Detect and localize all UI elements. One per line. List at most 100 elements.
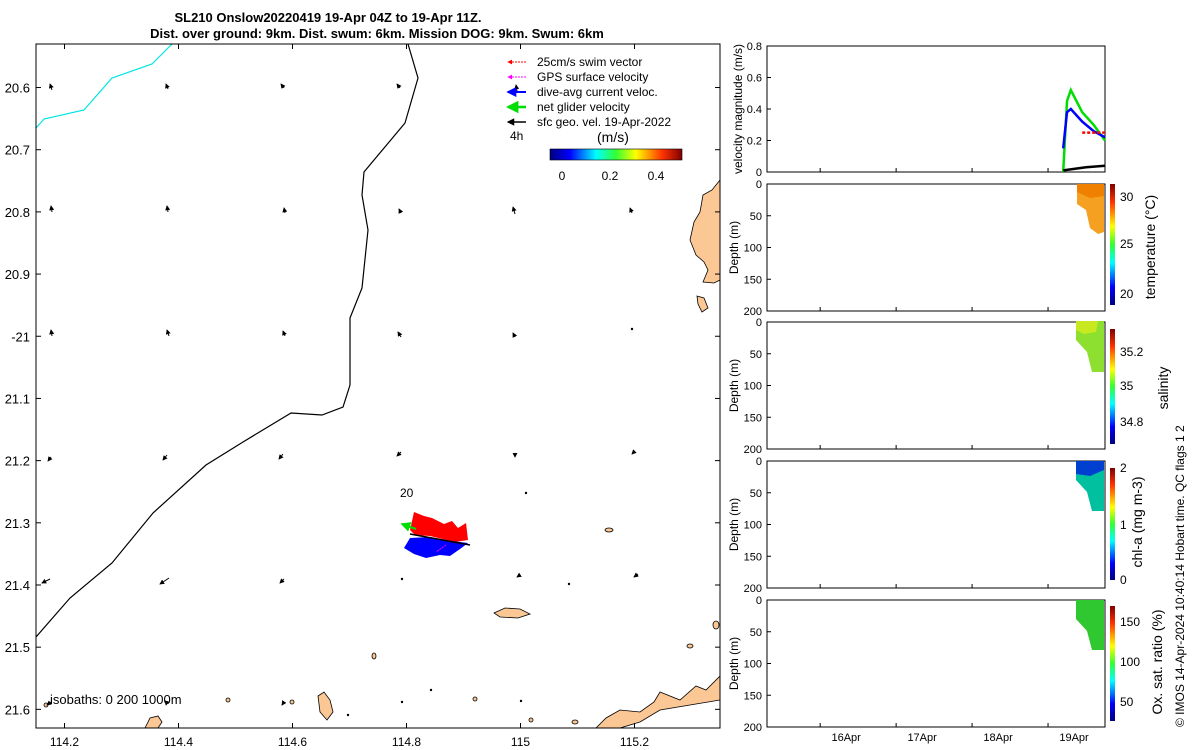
land-coast-southeast [595, 675, 720, 728]
geo-arrow [162, 454, 168, 461]
chla-colorbar [1110, 468, 1115, 580]
geo-velocity-dots [346, 327, 634, 717]
time-axis: 16Apr 17Apr 18Apr 19Apr [819, 168, 1089, 744]
isobaths-legend: isobaths: 0 200 1000m [50, 692, 182, 707]
land-islet-sw [317, 691, 334, 721]
depth-axes: 0 50 100 150 200 Depth (m) 0 50 100 150 200 Depth (… [727, 179, 771, 734]
legend-net-label: net glider velocity [537, 100, 630, 114]
map-panel: 114.2 114.4 114.6 114.8 115 115.2 20.620.720.… [5, 43, 721, 749]
oxygen-cb-tick: 100 [1120, 655, 1140, 669]
map-frame [35, 43, 721, 729]
temperature-label: temperature (°C) [1142, 195, 1158, 299]
map-x-tick-label: 115.2 [620, 735, 649, 749]
map-y-tick-label: -21 [11, 329, 30, 344]
oxygen-cb-tick: 50 [1120, 695, 1134, 709]
map-y-tick-label: 20.8 [5, 205, 30, 220]
geo-arrow [631, 449, 637, 455]
salinity-data-upper [1076, 321, 1098, 334]
salinity-cb-tick: 34.8 [1120, 415, 1144, 429]
velocity-y-tick-label: 0 [756, 167, 762, 179]
depth-tick-label: 100 [744, 659, 762, 671]
land-mainland-right [689, 179, 720, 284]
geo-arrow [164, 700, 170, 706]
oxygen-colorbar [1110, 606, 1115, 721]
temperature-frame [766, 183, 1106, 312]
geo-arrow [159, 577, 170, 585]
geo-arrow [629, 207, 634, 214]
depth-tick-label: 100 [744, 243, 762, 255]
colorbar-unit: (m/s) [597, 129, 629, 145]
temperature-cb-tick: 20 [1120, 287, 1134, 301]
geo-arrow [165, 83, 170, 90]
figure-title-line2: Dist. over ground: 9km. Dist. swum: 6km.… [150, 26, 604, 41]
temperature-panel: 30 25 20 temperature (°C) [766, 183, 1158, 312]
depth-tick-label: 150 [744, 551, 762, 563]
map-x-tick-label: 115 [511, 735, 530, 749]
map-y-tick-label: 21.5 [5, 640, 30, 655]
depth-tick-label: 50 [750, 211, 762, 223]
map-y-tick-label: 21.1 [5, 391, 30, 406]
velocity-y-tick-label: 0.6 [747, 73, 762, 85]
temperature-cb-tick: 25 [1120, 237, 1134, 251]
land-islet [696, 295, 709, 313]
map-y-tick-label: 21.4 [5, 578, 30, 593]
depth-ylabel: Depth (m) [727, 359, 741, 412]
salinity-frame [766, 321, 1106, 450]
depth-ylabel: Depth (m) [727, 637, 741, 690]
depth-tick-label: 50 [750, 488, 762, 500]
geo-velocity-arrows [41, 83, 639, 706]
swim-vector-cluster [410, 512, 468, 542]
map-x-tick-label: 114.2 [50, 735, 79, 749]
legend-time-label: 4h [510, 129, 523, 143]
map-y-tick-label: 21.2 [5, 454, 30, 469]
land-islet-left [144, 715, 163, 728]
depth-tick-label: 200 [744, 444, 762, 456]
velocity-frame [766, 45, 1106, 173]
geo-arrow [282, 207, 288, 214]
depth-tick-label: 200 [744, 306, 762, 318]
chla-data-upper [1076, 461, 1104, 476]
oxygen-cb-tick: 150 [1120, 615, 1140, 629]
colorbar-tick: 0.4 [648, 169, 665, 183]
depth-ylabel: Depth (m) [727, 221, 741, 274]
geo-arrow [396, 83, 402, 89]
depth-panels: 30 25 20 temperature (°C) 35.2 35 34.8 s… [766, 183, 1171, 728]
salinity-data [1076, 321, 1104, 372]
geo-arrow [281, 700, 287, 706]
legend-swim-label: 25cm/s swim vector [537, 55, 642, 69]
depth-tick-label: 0 [756, 456, 762, 468]
salinity-cb-tick: 35 [1120, 379, 1134, 393]
time-tick-label: 17Apr [907, 732, 937, 744]
map-y-tick-label: 20.6 [5, 81, 30, 96]
depth-tick-label: 150 [744, 412, 762, 424]
salinity-colorbar [1110, 329, 1115, 444]
velocity-series-line [1063, 164, 1106, 172]
map-x-tick-label: 114.6 [278, 735, 307, 749]
colorbar-tick: 0.2 [602, 169, 619, 183]
geo-arrow [633, 572, 639, 578]
isobath-depth-label: 20 [400, 486, 414, 500]
oxygen-label: Ox. sat. ratio (%) [1149, 609, 1165, 714]
map-x-axis: 114.2 114.4 114.6 114.8 115 115.2 [50, 44, 649, 749]
depth-tick-label: 200 [744, 722, 762, 734]
geo-arrow [46, 700, 52, 706]
colorbar-tick: 0 [559, 169, 566, 183]
geo-arrow [165, 205, 171, 213]
temperature-cb-tick: 30 [1120, 190, 1134, 204]
coastline-cyan [36, 44, 173, 129]
geo-arrow [511, 206, 517, 215]
salinity-cb-tick: 35.2 [1120, 345, 1144, 359]
geo-arrow [280, 83, 286, 89]
depth-tick-label: 100 [744, 381, 762, 393]
net-velocity-vector [400, 522, 417, 532]
oxygen-panel: 150 100 50 Ox. sat. ratio (%) [766, 599, 1165, 728]
velocity-y-tick-label: 0.2 [747, 136, 762, 148]
geo-arrow [282, 330, 287, 337]
geo-arrow [41, 578, 51, 584]
time-tick-label: 16Apr [831, 732, 861, 744]
time-tick-label: 18Apr [983, 732, 1013, 744]
geo-arrow [397, 331, 403, 338]
geo-arrow [48, 83, 54, 91]
velocity-y-tick-label: 0.4 [747, 104, 762, 116]
